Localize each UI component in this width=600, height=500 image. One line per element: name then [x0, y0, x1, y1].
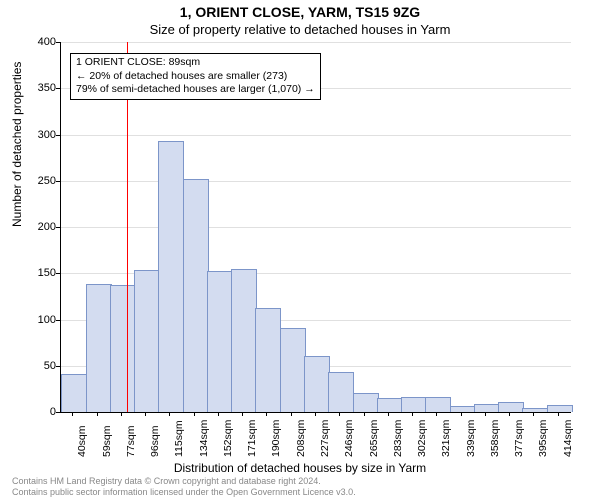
x-tick-label: 339sqm — [465, 420, 477, 457]
y-tick-mark — [56, 227, 60, 228]
y-tick-label: 0 — [30, 406, 56, 418]
x-tick-label: 171sqm — [246, 420, 258, 457]
y-tick-label: 100 — [30, 314, 56, 326]
x-tick-label: 321sqm — [440, 420, 452, 457]
x-tick-mark — [145, 412, 146, 416]
y-tick-mark — [56, 412, 60, 413]
annotation-line1: 1 ORIENT CLOSE: 89sqm — [76, 56, 315, 70]
x-tick-label: 96sqm — [149, 425, 161, 457]
y-tick-mark — [56, 42, 60, 43]
x-tick-mark — [291, 412, 292, 416]
y-tick-mark — [56, 181, 60, 182]
histogram-bar — [498, 402, 524, 412]
histogram-bar — [328, 372, 354, 412]
x-tick-mark — [412, 412, 413, 416]
histogram-bar — [134, 270, 160, 412]
x-tick-label: 152sqm — [222, 420, 234, 457]
x-tick-mark — [97, 412, 98, 416]
y-tick-mark — [56, 320, 60, 321]
y-tick-label: 250 — [30, 175, 56, 187]
x-tick-mark — [509, 412, 510, 416]
histogram-bar — [280, 328, 306, 412]
annotation-box: 1 ORIENT CLOSE: 89sqm ← 20% of detached … — [70, 53, 321, 100]
x-tick-label: 208sqm — [295, 420, 307, 457]
x-tick-label: 302sqm — [416, 420, 428, 457]
x-tick-label: 227sqm — [319, 420, 331, 457]
histogram-bar — [183, 179, 209, 412]
y-tick-label: 200 — [30, 221, 56, 233]
y-tick-label: 300 — [30, 129, 56, 141]
y-tick-mark — [56, 135, 60, 136]
y-tick-mark — [56, 273, 60, 274]
x-tick-label: 358sqm — [489, 420, 501, 457]
x-tick-mark — [461, 412, 462, 416]
histogram-bar — [425, 397, 451, 412]
x-tick-mark — [121, 412, 122, 416]
x-tick-mark — [558, 412, 559, 416]
chart-title-sub: Size of property relative to detached ho… — [0, 22, 600, 37]
x-tick-label: 283sqm — [392, 420, 404, 457]
annotation-line2: ← 20% of detached houses are smaller (27… — [76, 70, 315, 84]
histogram-bar — [86, 284, 112, 412]
x-tick-label: 134sqm — [198, 420, 210, 457]
histogram-bar — [522, 408, 548, 412]
x-tick-mark — [266, 412, 267, 416]
chart-title-main: 1, ORIENT CLOSE, YARM, TS15 9ZG — [0, 4, 600, 20]
x-tick-label: 59sqm — [101, 425, 113, 457]
histogram-bar — [304, 356, 330, 413]
histogram-bar — [401, 397, 427, 412]
x-tick-mark — [169, 412, 170, 416]
histogram-bar — [207, 271, 233, 412]
histogram-bar — [110, 285, 136, 412]
x-tick-mark — [388, 412, 389, 416]
x-tick-mark — [194, 412, 195, 416]
grid-line — [61, 227, 571, 228]
x-tick-label: 414sqm — [562, 420, 574, 457]
x-tick-label: 40sqm — [76, 425, 88, 457]
x-tick-label: 77sqm — [125, 425, 137, 457]
histogram-bar — [450, 406, 476, 412]
histogram-bar — [255, 308, 281, 412]
histogram-bar — [353, 393, 379, 413]
grid-line — [61, 181, 571, 182]
histogram-bar — [474, 404, 500, 412]
x-tick-mark — [242, 412, 243, 416]
grid-line — [61, 42, 571, 43]
histogram-bar — [547, 405, 573, 412]
footer-line1: Contains HM Land Registry data © Crown c… — [12, 476, 356, 487]
x-tick-label: 377sqm — [513, 420, 525, 457]
x-tick-mark — [436, 412, 437, 416]
y-tick-label: 350 — [30, 82, 56, 94]
histogram-bar — [158, 141, 184, 412]
y-tick-label: 50 — [30, 360, 56, 372]
y-axis-label: Number of detached properties — [10, 62, 24, 227]
x-tick-label: 190sqm — [270, 420, 282, 457]
x-tick-mark — [485, 412, 486, 416]
x-tick-mark — [218, 412, 219, 416]
y-tick-mark — [56, 366, 60, 367]
x-tick-label: 246sqm — [343, 420, 355, 457]
x-tick-label: 265sqm — [368, 420, 380, 457]
histogram-bar — [377, 398, 403, 412]
x-tick-label: 395sqm — [537, 420, 549, 457]
footer-line2: Contains public sector information licen… — [12, 487, 356, 498]
y-tick-label: 400 — [30, 36, 56, 48]
annotation-line3: 79% of semi-detached houses are larger (… — [76, 83, 315, 97]
x-tick-mark — [533, 412, 534, 416]
footer: Contains HM Land Registry data © Crown c… — [12, 476, 356, 498]
y-tick-mark — [56, 88, 60, 89]
histogram-bar — [231, 269, 257, 412]
histogram-bar — [61, 374, 87, 412]
grid-line — [61, 135, 571, 136]
x-tick-mark — [72, 412, 73, 416]
x-tick-mark — [315, 412, 316, 416]
x-tick-mark — [339, 412, 340, 416]
y-tick-label: 150 — [30, 267, 56, 279]
x-axis-label: Distribution of detached houses by size … — [0, 461, 600, 475]
x-tick-mark — [364, 412, 365, 416]
x-tick-label: 115sqm — [173, 420, 185, 457]
